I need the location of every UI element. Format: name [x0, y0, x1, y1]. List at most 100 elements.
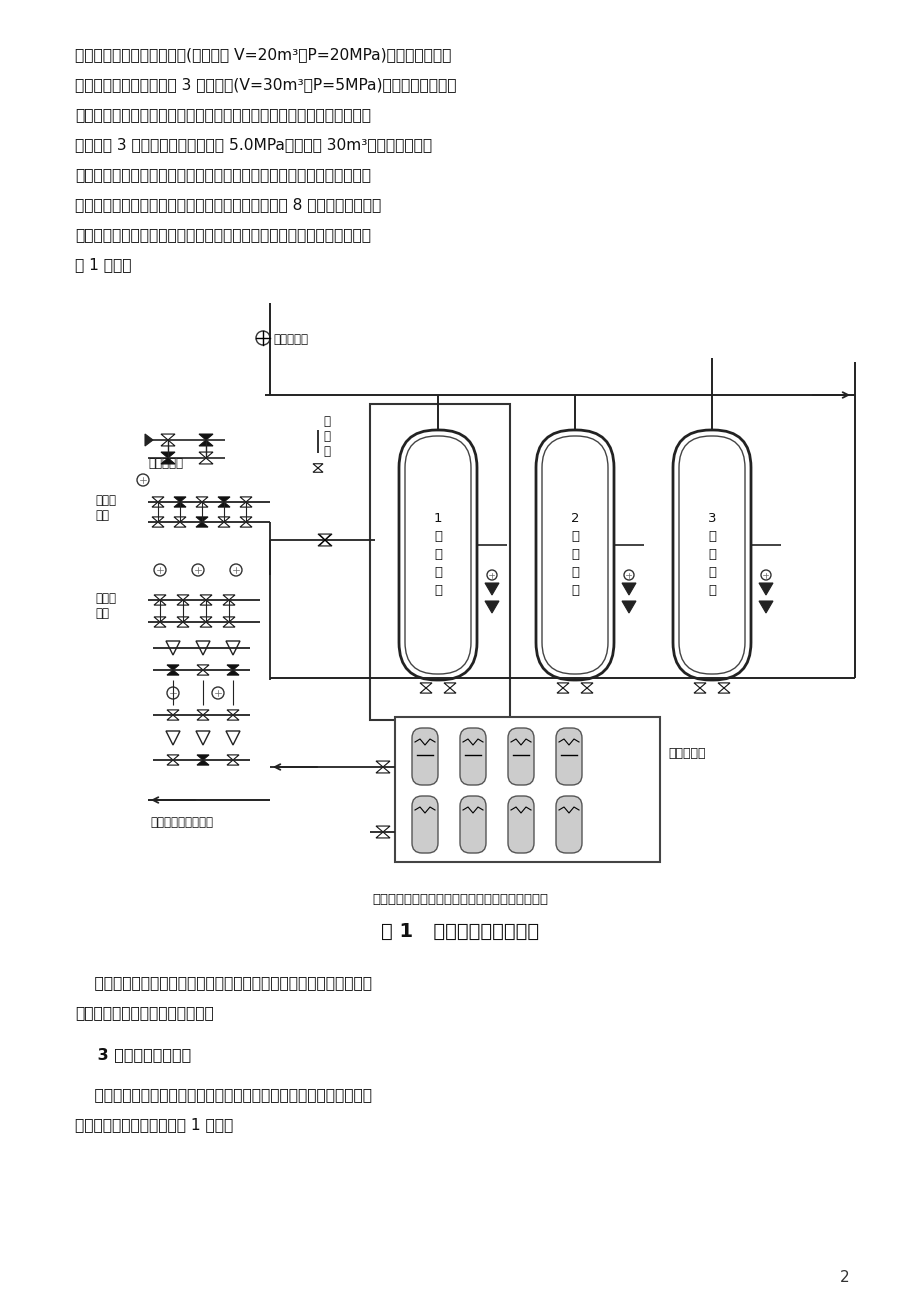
FancyBboxPatch shape	[555, 728, 582, 785]
FancyBboxPatch shape	[555, 796, 582, 853]
Polygon shape	[176, 600, 188, 605]
Circle shape	[192, 564, 204, 575]
Circle shape	[486, 570, 496, 579]
Polygon shape	[153, 617, 165, 622]
Polygon shape	[240, 522, 252, 527]
FancyBboxPatch shape	[412, 796, 437, 853]
Polygon shape	[227, 671, 239, 676]
Polygon shape	[312, 467, 323, 473]
Polygon shape	[197, 671, 209, 676]
FancyBboxPatch shape	[412, 728, 437, 785]
Polygon shape	[226, 730, 240, 745]
Polygon shape	[152, 503, 164, 506]
Polygon shape	[484, 583, 498, 595]
Polygon shape	[444, 687, 456, 693]
Circle shape	[137, 474, 149, 486]
Polygon shape	[222, 595, 234, 600]
Text: 氢气分配盘，再分别汇入 3 台储氢罐(V=30m³，P=5MPa)。当发电机需用氢: 氢气分配盘，再分别汇入 3 台储氢罐(V=30m³，P=5MPa)。当发电机需用…	[75, 77, 456, 92]
Polygon shape	[161, 452, 175, 458]
Polygon shape	[199, 440, 213, 447]
Polygon shape	[621, 583, 635, 595]
Polygon shape	[152, 522, 164, 527]
Polygon shape	[161, 434, 175, 440]
Text: 置有压力表口、温度表口、排空口、排污口、取样口、安全阀出口，并通: 置有压力表口、温度表口、排空口、排污口、取样口、安全阀出口，并通	[75, 167, 370, 182]
Polygon shape	[376, 825, 390, 832]
Polygon shape	[556, 684, 568, 687]
Polygon shape	[196, 497, 208, 503]
Polygon shape	[226, 641, 240, 655]
Polygon shape	[145, 434, 153, 447]
Polygon shape	[240, 497, 252, 503]
Polygon shape	[693, 684, 705, 687]
Polygon shape	[227, 760, 239, 766]
Text: 图 1   氢气供应系统流程图: 图 1 氢气供应系统流程图	[380, 922, 539, 941]
Text: 相关阀门、管道、监测点等组成。: 相关阀门、管道、监测点等组成。	[75, 1005, 213, 1019]
Polygon shape	[222, 600, 234, 605]
FancyBboxPatch shape	[399, 430, 476, 680]
Text: 减压后。送人氮气汇流排母管，用于系统充氮。氢气供应系统的布置，如: 减压后。送人氮气汇流排母管，用于系统充氮。氢气供应系统的布置，如	[75, 227, 370, 242]
Polygon shape	[153, 622, 165, 628]
Polygon shape	[152, 497, 164, 503]
Polygon shape	[199, 617, 211, 622]
Polygon shape	[197, 665, 209, 671]
Polygon shape	[222, 617, 234, 622]
Text: 气冷却时，储氢罐内的氢气通过氢气分配盘二级减压后，送往发电机。储: 气冷却时，储氢罐内的氢气通过氢气分配盘二级减压后，送往发电机。储	[75, 107, 370, 122]
Polygon shape	[196, 730, 210, 745]
Polygon shape	[717, 687, 729, 693]
Polygon shape	[758, 583, 772, 595]
Polygon shape	[556, 687, 568, 693]
Text: 供氢汇
流排: 供氢汇 流排	[95, 592, 116, 620]
Polygon shape	[376, 767, 390, 773]
Text: 至主厂房发电机系统: 至主厂房发电机系统	[150, 816, 213, 829]
Text: （注：安全阀及管道未标出；黑色阀门为常闭门）: （注：安全阀及管道未标出；黑色阀门为常闭门）	[371, 893, 548, 906]
Text: 氮气汇流排: 氮气汇流排	[667, 747, 705, 760]
Polygon shape	[227, 665, 239, 671]
Polygon shape	[199, 595, 211, 600]
Polygon shape	[240, 503, 252, 506]
FancyBboxPatch shape	[460, 796, 485, 853]
Polygon shape	[196, 517, 208, 522]
Polygon shape	[420, 684, 432, 687]
FancyBboxPatch shape	[507, 796, 533, 853]
Text: 制柜组成。电厂的外购氢气(氢气槽车 V=20m³，P=20MPa)经减压后，送入: 制柜组成。电厂的外购氢气(氢气槽车 V=20m³，P=20MPa)经减压后，送入	[75, 47, 451, 62]
Polygon shape	[176, 622, 188, 628]
FancyBboxPatch shape	[678, 436, 744, 674]
Polygon shape	[196, 503, 208, 506]
Polygon shape	[153, 595, 165, 600]
Polygon shape	[165, 641, 180, 655]
Polygon shape	[717, 684, 729, 687]
Circle shape	[760, 570, 770, 579]
Polygon shape	[376, 832, 390, 838]
Text: 电厂储氢罐的充氢、退氢操作，使用水和氮气作为中间介质。气体监: 电厂储氢罐的充氢、退氢操作，使用水和氮气作为中间介质。气体监	[75, 1087, 371, 1101]
Text: 砾石阻火器: 砾石阻火器	[273, 333, 308, 346]
Polygon shape	[199, 600, 211, 605]
Polygon shape	[196, 641, 210, 655]
Polygon shape	[199, 434, 213, 440]
Polygon shape	[318, 534, 332, 540]
Polygon shape	[174, 522, 186, 527]
Polygon shape	[174, 517, 186, 522]
Polygon shape	[176, 595, 188, 600]
Polygon shape	[621, 602, 635, 613]
Polygon shape	[199, 452, 213, 458]
Polygon shape	[227, 755, 239, 760]
Polygon shape	[176, 617, 188, 622]
Polygon shape	[484, 602, 498, 613]
FancyBboxPatch shape	[536, 430, 613, 680]
Text: 1
号
储
氢
罐: 1 号 储 氢 罐	[433, 513, 442, 598]
Polygon shape	[197, 715, 209, 720]
Polygon shape	[693, 687, 705, 693]
Circle shape	[167, 687, 179, 699]
Text: 2
号
储
氢
罐: 2 号 储 氢 罐	[570, 513, 579, 598]
Polygon shape	[581, 684, 593, 687]
Polygon shape	[152, 517, 164, 522]
Polygon shape	[227, 715, 239, 720]
Text: 3
号
储
氢
罐: 3 号 储 氢 罐	[707, 513, 716, 598]
Polygon shape	[167, 671, 179, 676]
Polygon shape	[196, 522, 208, 527]
Bar	[394, 717, 659, 862]
Polygon shape	[581, 687, 593, 693]
Polygon shape	[161, 458, 175, 464]
FancyBboxPatch shape	[673, 430, 750, 680]
Polygon shape	[167, 665, 179, 671]
